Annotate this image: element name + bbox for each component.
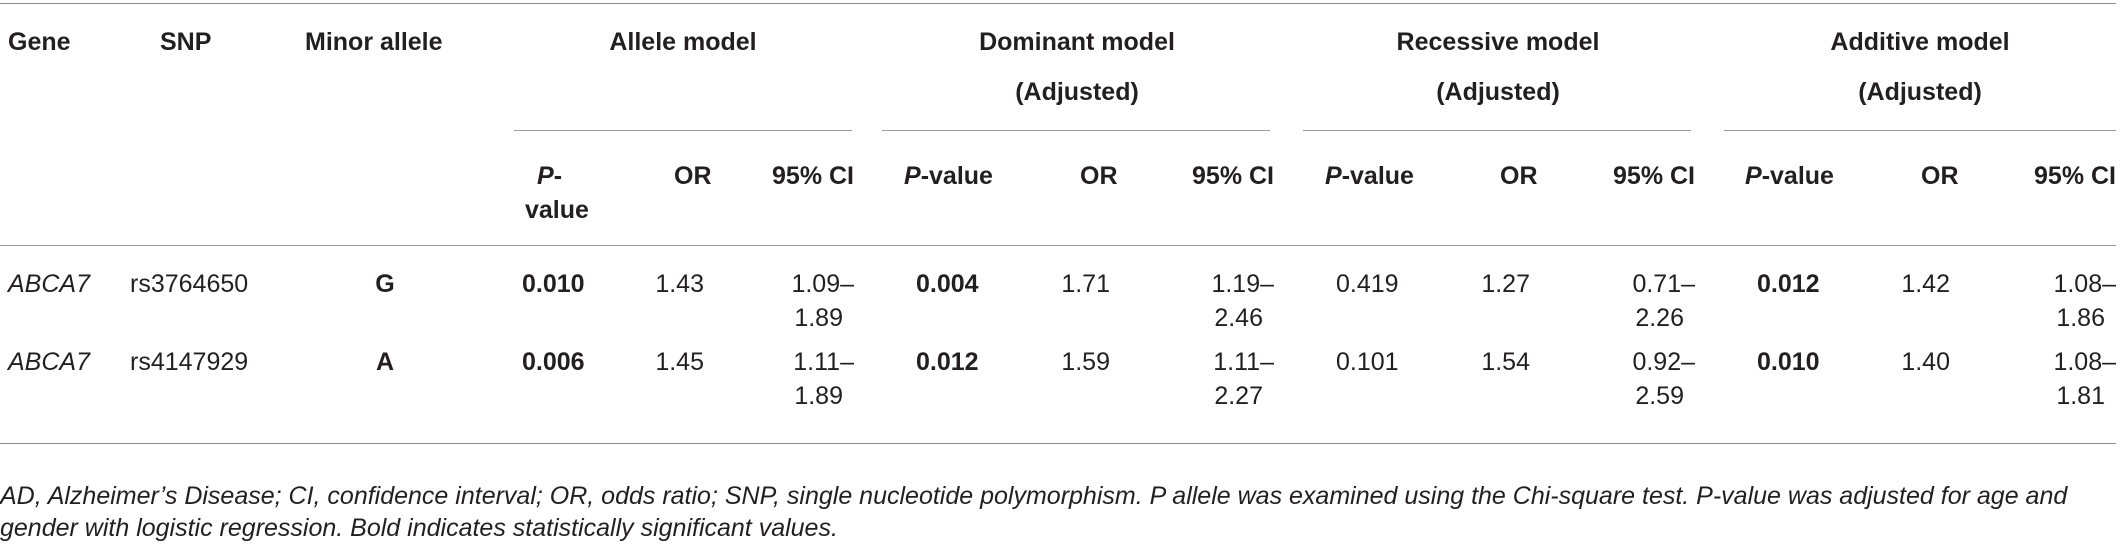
subheader-allele-p-line2: value <box>525 196 589 224</box>
cell-dominant-p: 0.012 <box>916 348 979 376</box>
subheader-dominant-or: OR <box>1080 162 1118 190</box>
header-additive-model: Additive model <box>1830 28 2010 56</box>
header-dominant-adjusted: (Adjusted) <box>1015 78 1139 106</box>
cell-allele-ci-line2: 1.89 <box>794 382 843 410</box>
cell-additive-ci-line1: 1.08– <box>2053 348 2116 376</box>
group-rule-recessive <box>1303 130 1691 131</box>
cell-additive-p: 0.010 <box>1757 348 1820 376</box>
group-rule-additive <box>1724 130 2116 131</box>
cell-additive-or: 1.42 <box>1901 270 1950 298</box>
cell-allele-ci-line1: 1.11– <box>793 348 854 376</box>
subheader-recessive-ci: 95% CI <box>1613 162 1695 190</box>
cell-allele-p: 0.006 <box>522 348 585 376</box>
cell-dominant-ci-line1: 1.11– <box>1213 348 1274 376</box>
cell-additive-or: 1.40 <box>1901 348 1950 376</box>
cell-recessive-p: 0.101 <box>1336 348 1399 376</box>
cell-allele-ci-line2: 1.89 <box>794 304 843 332</box>
header-minor-allele: Minor allele <box>305 28 443 56</box>
cell-recessive-ci-line1: 0.71– <box>1632 270 1695 298</box>
header-recessive-model: Recessive model <box>1396 28 1600 56</box>
cell-dominant-p: 0.004 <box>916 270 979 298</box>
cell-additive-ci-line1: 1.08– <box>2053 270 2116 298</box>
subheader-dominant-ci: 95% CI <box>1192 162 1274 190</box>
cell-additive-p: 0.012 <box>1757 270 1820 298</box>
subheader-allele-p-line1: P- <box>537 162 563 190</box>
header-recessive-adjusted: (Adjusted) <box>1436 78 1560 106</box>
subheader-dominant-p: P-value <box>904 162 993 190</box>
header-gene: Gene <box>8 28 71 56</box>
cell-snp: rs3764650 <box>130 270 249 298</box>
group-rule-allele <box>514 130 852 131</box>
cell-minor-allele: G <box>375 270 395 298</box>
cell-dominant-or: 1.71 <box>1061 270 1110 298</box>
subheader-allele-or: OR <box>674 162 712 190</box>
table-figure: Gene SNP Minor allele Allele model Domin… <box>0 3 2116 542</box>
cell-recessive-or: 1.27 <box>1481 270 1530 298</box>
cell-minor-allele: A <box>375 348 395 376</box>
cell-recessive-p: 0.419 <box>1336 270 1399 298</box>
cell-allele-p: 0.010 <box>522 270 585 298</box>
header-allele-model: Allele model <box>609 28 757 56</box>
subheader-recessive-or: OR <box>1500 162 1538 190</box>
cell-recessive-ci-line1: 0.92– <box>1632 348 1695 376</box>
cell-gene: ABCA7 <box>8 270 90 298</box>
cell-recessive-ci-line2: 2.59 <box>1635 382 1684 410</box>
cell-gene: ABCA7 <box>8 348 90 376</box>
cell-recessive-ci-line2: 2.26 <box>1635 304 1684 332</box>
cell-dominant-ci-line2: 2.27 <box>1214 382 1263 410</box>
subheader-allele-ci: 95% CI <box>772 162 854 190</box>
group-rule-dominant <box>882 130 1270 131</box>
cell-dominant-or: 1.59 <box>1061 348 1110 376</box>
header-bottom-rule <box>0 245 2116 246</box>
cell-allele-or: 1.45 <box>655 348 704 376</box>
header-dominant-model: Dominant model <box>979 28 1175 56</box>
cell-allele-or: 1.43 <box>655 270 704 298</box>
header-additive-adjusted: (Adjusted) <box>1858 78 1982 106</box>
cell-snp: rs4147929 <box>130 348 249 376</box>
header-snp: SNP <box>160 28 212 56</box>
cell-allele-ci-line1: 1.09– <box>791 270 854 298</box>
cell-dominant-ci-line2: 2.46 <box>1214 304 1263 332</box>
cell-additive-ci-line2: 1.86 <box>2056 304 2105 332</box>
cell-recessive-or: 1.54 <box>1481 348 1530 376</box>
table-footnote: AD, Alzheimer’s Disease; CI, confidence … <box>0 482 2068 542</box>
subheader-additive-or: OR <box>1921 162 1959 190</box>
subheader-additive-p: P-value <box>1745 162 1834 190</box>
top-rule <box>0 3 2116 4</box>
bottom-rule <box>0 443 2116 444</box>
cell-dominant-ci-line1: 1.19– <box>1211 270 1274 298</box>
subheader-additive-ci: 95% CI <box>2034 162 2116 190</box>
cell-additive-ci-line2: 1.81 <box>2056 382 2105 410</box>
subheader-recessive-p: P-value <box>1325 162 1414 190</box>
